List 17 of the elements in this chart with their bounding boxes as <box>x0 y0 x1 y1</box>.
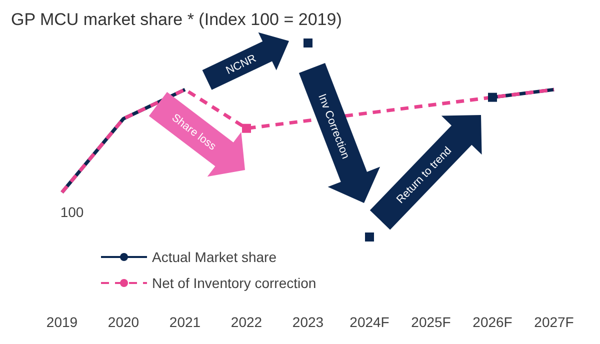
x-tick-label: 2019 <box>46 314 78 330</box>
x-tick-label: 2022 <box>230 314 262 330</box>
x-tick-label: 2026F <box>472 314 512 330</box>
legend-label: Net of Inventory correction <box>152 275 316 291</box>
chart-title: GP MCU market share * (Index 100 = 2019) <box>11 10 342 29</box>
point <box>304 38 312 48</box>
annotation: 100 <box>60 204 84 220</box>
x-tick-label: 2023 <box>292 314 324 330</box>
x-tick-label: 2020 <box>108 314 140 330</box>
point <box>365 232 374 242</box>
x-tick-label: 2027F <box>534 314 574 330</box>
legend-label: Actual Market share <box>152 249 277 265</box>
point <box>242 124 251 133</box>
x-tick-label: 2025F <box>411 314 451 330</box>
x-tick-label: 2024F <box>350 314 390 330</box>
x-tick-label: 2021 <box>169 314 201 330</box>
point <box>488 92 497 102</box>
